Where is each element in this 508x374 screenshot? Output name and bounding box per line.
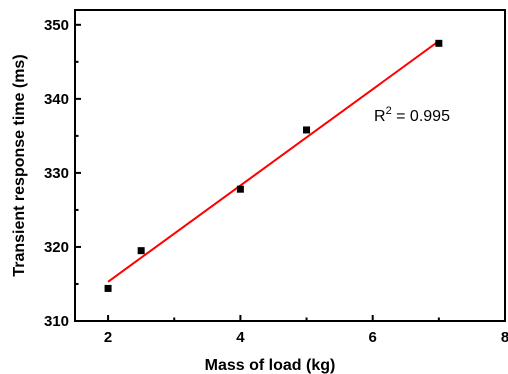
y-tick-label: 330: [44, 165, 69, 182]
x-tick-label: 4: [236, 329, 245, 346]
plot-frame: [74, 9, 506, 322]
fit-line: [107, 40, 440, 283]
r-squared-superscript: 2: [386, 105, 392, 117]
y-axis-title: Transient response time (ms): [11, 54, 28, 276]
r-squared-annotation: R2 = 0.995: [374, 105, 450, 125]
x-tick-label: 2: [104, 329, 112, 346]
x-tick-label: 6: [369, 329, 377, 346]
data-point: [104, 284, 112, 292]
data-points-layer: [104, 39, 443, 292]
data-point: [435, 39, 443, 47]
data-point: [236, 185, 244, 193]
data-point: [137, 247, 145, 255]
r-squared-value: = 0.995: [392, 108, 450, 125]
y-tick-label: 350: [44, 17, 69, 34]
y-tick-label: 310: [44, 313, 69, 330]
y-tick-label: 320: [44, 239, 69, 256]
r-squared-base: R: [374, 108, 386, 125]
data-point: [303, 126, 311, 134]
tick-labels-layer: 2 4 6 8 310 320 330 340 350: [44, 17, 508, 346]
y-tick-label: 340: [44, 91, 69, 108]
x-axis-title: Mass of load (kg): [205, 357, 336, 374]
x-tick-label: 8: [501, 329, 508, 346]
ticks-layer: [75, 23, 506, 322]
